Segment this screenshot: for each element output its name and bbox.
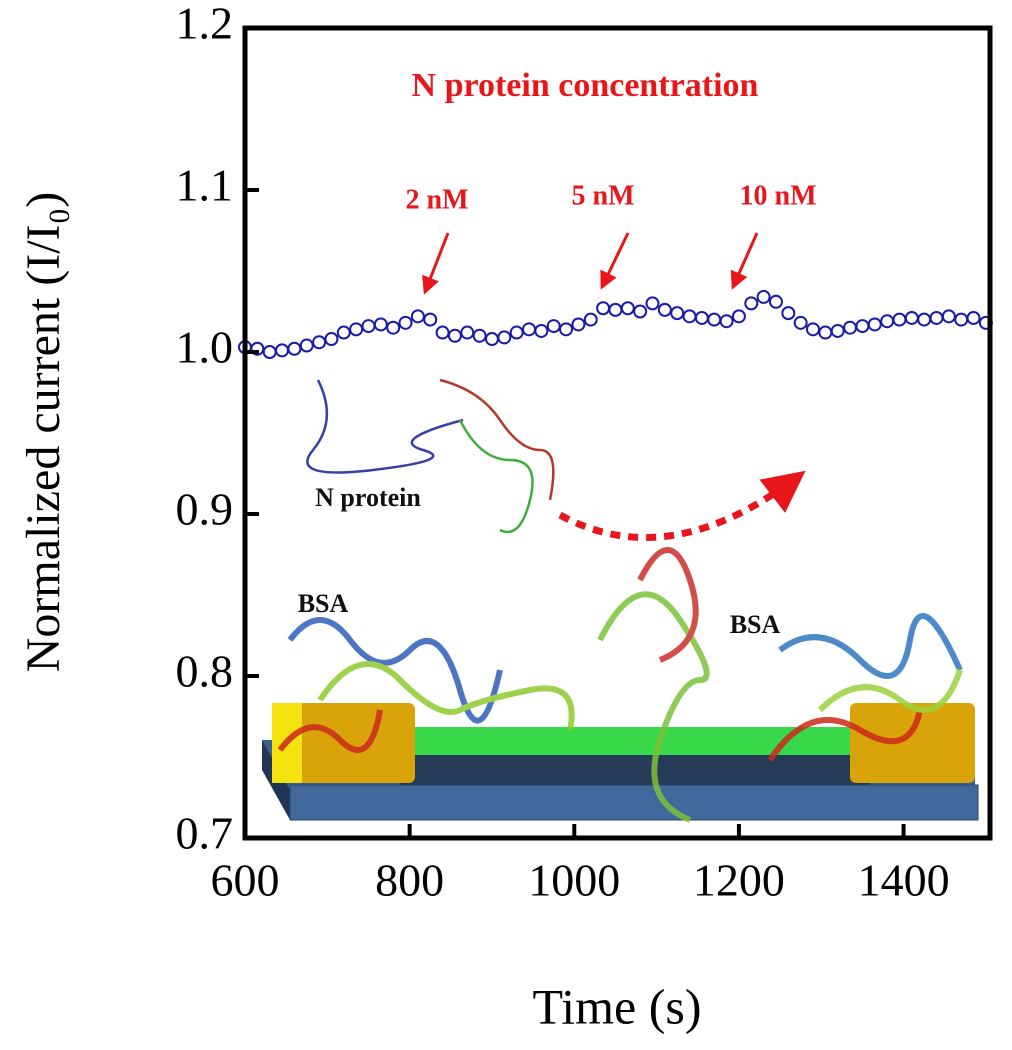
data-point [929, 310, 944, 325]
annotation: 5 nM [572, 180, 635, 211]
x-tick-label: 1000 [528, 855, 620, 906]
data-point [793, 315, 808, 330]
annotation: 2 nM [406, 184, 469, 215]
data-point [941, 309, 956, 324]
data-point [682, 309, 697, 324]
data-point [731, 309, 746, 324]
data-point [435, 325, 450, 340]
data-point [312, 335, 327, 350]
y-axis-label: Normalized current (I/I₀) [17, 192, 70, 673]
data-point [324, 332, 339, 347]
data-point [670, 306, 685, 321]
annotation: BSA [730, 610, 781, 639]
plot-frame [242, 25, 993, 841]
data-point [867, 317, 882, 332]
data-point [657, 302, 672, 317]
data-point [534, 323, 549, 338]
data-point [633, 304, 648, 319]
data-point [559, 322, 574, 337]
data-point [966, 310, 981, 325]
data-point [287, 341, 302, 356]
y-tick-label: 1.2 [176, 0, 234, 49]
data-point [398, 315, 413, 330]
data-point [349, 322, 364, 337]
data-point [917, 312, 932, 327]
data-point [583, 312, 598, 327]
data-point [620, 301, 635, 316]
chart-title: N protein concentration [412, 67, 759, 104]
x-tick-label: 1200 [693, 855, 785, 906]
data-point [472, 328, 487, 343]
annotation: BSA [298, 589, 349, 618]
data-point [546, 319, 561, 334]
data-point [373, 317, 388, 332]
data-point [744, 296, 759, 311]
data-point [423, 312, 438, 327]
data-point [522, 322, 537, 337]
y-tick-label: 0.7 [176, 808, 234, 859]
data-point [954, 312, 969, 327]
y-tick-label: 1.0 [176, 322, 234, 373]
x-axis-label: Time (s) [532, 978, 701, 1034]
data-point [719, 314, 734, 329]
x-tick-label: 800 [375, 855, 444, 906]
data-point [497, 330, 512, 345]
data-point [386, 320, 401, 335]
data-point [756, 289, 771, 304]
data-point [694, 310, 709, 325]
x-tick-label: 1400 [858, 855, 950, 906]
annotation-arrows [422, 232, 759, 295]
data-point [855, 319, 870, 334]
annotation: N protein [315, 483, 421, 512]
illustration [262, 378, 979, 823]
data-point [299, 338, 314, 353]
y-tick-label: 1.1 [176, 160, 234, 211]
data-point [509, 325, 524, 340]
data-point [275, 343, 290, 358]
data-point [571, 317, 586, 332]
data-point [880, 314, 895, 329]
data-point [892, 312, 907, 327]
data-point [781, 306, 796, 321]
data-point [806, 322, 821, 337]
y-tick-label: 0.8 [176, 646, 234, 697]
data-point [707, 312, 722, 327]
data-point [460, 325, 475, 340]
data-point [250, 341, 265, 356]
data-point [608, 302, 623, 317]
data-point [818, 325, 833, 340]
data-point [843, 320, 858, 335]
data-point [361, 319, 376, 334]
annotation: 10 nM [740, 180, 817, 211]
data-point [484, 332, 499, 347]
data-point [336, 325, 351, 340]
data-point [262, 345, 277, 359]
x-tick-label: 600 [211, 855, 280, 906]
data-point [768, 294, 783, 309]
y-tick-label: 0.9 [176, 484, 234, 535]
data-point [645, 296, 660, 311]
data-point [830, 323, 845, 338]
data-point [410, 309, 425, 324]
data-point [596, 301, 611, 316]
data-point [447, 328, 462, 343]
data-point [904, 310, 919, 325]
plot-area [238, 289, 993, 359]
